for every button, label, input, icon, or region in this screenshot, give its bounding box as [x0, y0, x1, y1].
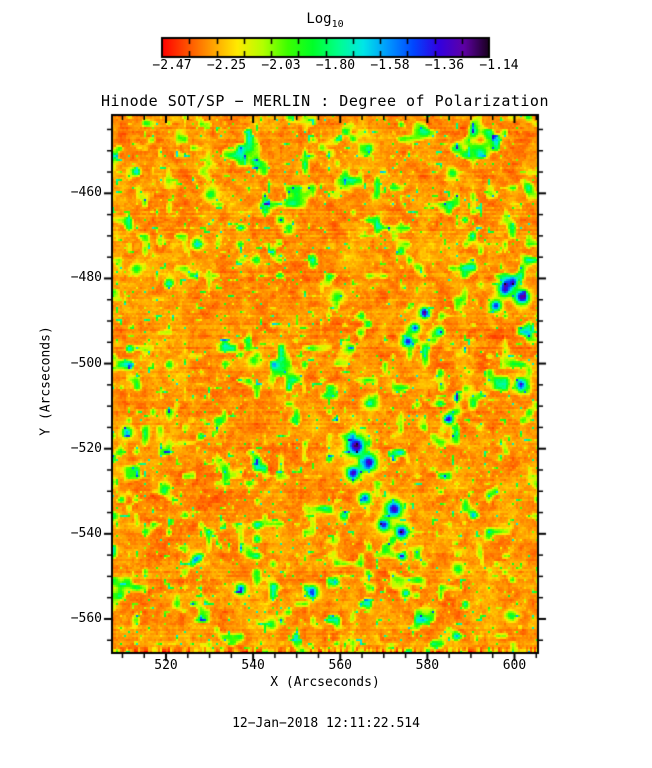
plot-title: Hinode SOT/SP − MERLIN : Degree of Polar…	[101, 92, 549, 110]
x-axis-tick-label: 540	[241, 658, 265, 673]
colorbar-tick-label: −1.36	[424, 58, 465, 73]
timestamp: 12−Jan−2018 12:11:22.514	[232, 716, 420, 731]
colorbar-title-text: Log	[306, 11, 332, 27]
colorbar-tick-label: −2.25	[206, 58, 247, 73]
y-axis-tick-label: −560	[70, 610, 102, 626]
x-axis-tick-label: 520	[154, 658, 178, 673]
x-axis-label: X (Arcseconds)	[270, 675, 380, 690]
y-axis-tick-label: −500	[70, 355, 102, 371]
colorbar-tick-label: −1.80	[315, 58, 356, 73]
x-axis-tick-label: 600	[502, 658, 527, 673]
y-axis-tick-label: −480	[70, 270, 102, 286]
y-axis-tick-label: −460	[70, 185, 102, 201]
colorbar-tick-label: −2.47	[152, 58, 192, 73]
colorbar-tick-label: −1.58	[370, 58, 410, 73]
colorbar-title-subscript: 10	[331, 18, 344, 30]
colorbar-tick-label: −1.14	[479, 58, 519, 73]
y-axis-tick-label: −520	[70, 440, 102, 456]
y-axis-tick-label: −540	[70, 525, 102, 541]
x-axis-tick-label: 560	[328, 658, 352, 673]
colorbar-tick-label: −2.03	[261, 58, 301, 73]
colorbar-title: Log10	[306, 11, 343, 30]
y-axis-label: Y (Arcseconds)	[38, 326, 54, 436]
x-axis-tick-label: 580	[415, 658, 440, 673]
